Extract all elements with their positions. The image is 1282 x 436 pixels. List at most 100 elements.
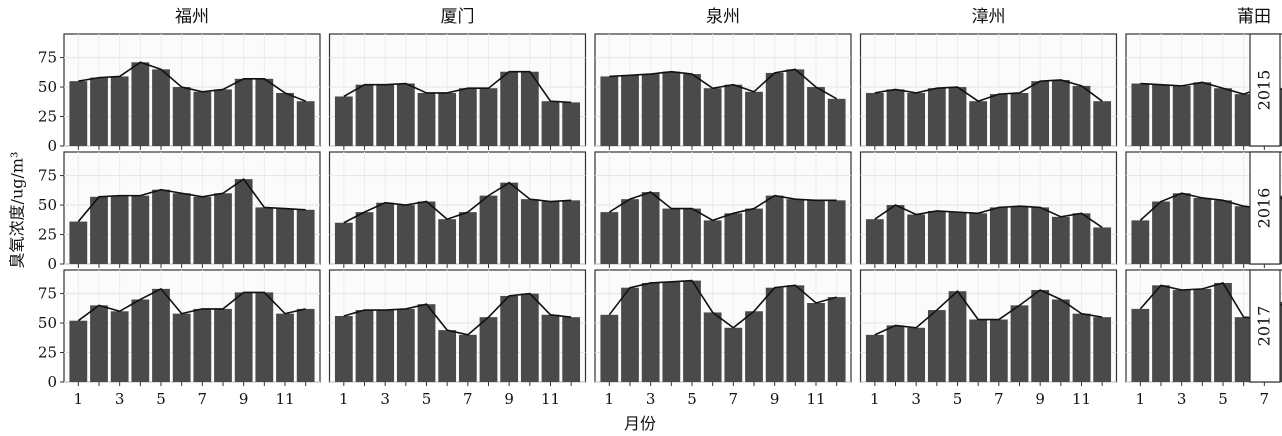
bar [683, 208, 701, 264]
bar [927, 88, 946, 146]
x-tick-label: 3 [380, 390, 390, 408]
bar [907, 92, 926, 146]
x-tick-label: 3 [646, 390, 656, 408]
bar [703, 312, 722, 382]
bar [969, 319, 988, 382]
bar [1072, 313, 1091, 382]
x-tick-label: 5 [687, 390, 697, 408]
bar [152, 189, 170, 264]
year-strip [1249, 33, 1281, 147]
bar [152, 288, 170, 382]
bar [562, 200, 581, 264]
y-tick-label: 0 [47, 255, 57, 273]
bar [479, 195, 498, 264]
bar [500, 295, 519, 382]
bar [541, 201, 560, 264]
bar [765, 287, 784, 382]
bar [131, 62, 150, 146]
bar [827, 98, 846, 146]
y-tick-label: 25 [38, 226, 57, 244]
series-line [78, 61, 306, 102]
x-tick-label: 9 [239, 390, 249, 408]
year-strip [1249, 151, 1281, 265]
bar [152, 69, 170, 146]
bar [1051, 216, 1070, 264]
year-label-2015: 2015 [1255, 70, 1274, 111]
panel-2015-4 [859, 33, 1118, 150]
series-line [343, 70, 572, 104]
bar [376, 84, 395, 146]
x-tick-label: 9 [770, 390, 780, 408]
year-label-2016: 2016 [1255, 188, 1274, 229]
bar [765, 195, 784, 264]
y-tick-label: 0 [47, 137, 57, 155]
x-tick-label: 7 [463, 390, 473, 408]
y-tick-label: 50 [38, 196, 57, 214]
panel-2017-2: 1 3 5 7 9 11 [328, 269, 587, 408]
bar [90, 77, 108, 146]
x-tick-label: 7 [198, 390, 208, 408]
series-line [608, 191, 837, 222]
bar [948, 291, 967, 382]
bar [807, 87, 825, 146]
bar [948, 87, 967, 146]
x-tick-label: 7 [729, 390, 739, 408]
bar [276, 92, 294, 146]
bar [745, 91, 763, 146]
bar [886, 89, 905, 146]
x-tick-label: 5 [422, 390, 432, 408]
bar [214, 308, 232, 382]
bar [827, 200, 846, 264]
bar [927, 210, 946, 264]
bar [1031, 207, 1050, 264]
bar [969, 213, 988, 264]
bar [600, 76, 619, 146]
bar [500, 182, 519, 264]
bar [479, 88, 498, 146]
x-tick-label: 9 [1035, 390, 1045, 408]
bar [255, 78, 274, 146]
bar [1214, 88, 1232, 146]
bar [296, 101, 315, 146]
series-line [608, 279, 837, 329]
bar [641, 282, 660, 382]
bar [865, 219, 884, 264]
bar [1131, 220, 1150, 264]
bar [724, 84, 743, 146]
series-line [874, 79, 1103, 103]
x-tick-label: 7 [1260, 390, 1270, 408]
bar [417, 201, 436, 264]
bar [69, 320, 88, 382]
x-tick-label: 3 [115, 390, 125, 408]
bar [131, 195, 150, 264]
panel-2016-1 [63, 151, 321, 268]
bar [1193, 288, 1212, 382]
city-label-2: 厦门 [441, 7, 475, 27]
bar [90, 305, 108, 382]
bar [1031, 290, 1050, 382]
bar [662, 71, 681, 146]
bar [131, 299, 150, 382]
bar [110, 311, 129, 382]
bar [724, 327, 743, 382]
bar [600, 314, 619, 382]
bar [641, 74, 660, 146]
bar [662, 281, 681, 382]
city-label-3: 泉州 [706, 7, 740, 27]
x-tick-label: 3 [911, 390, 921, 408]
bar [458, 334, 477, 382]
bar [276, 208, 294, 264]
bar [724, 213, 743, 264]
bar [417, 304, 436, 382]
bar [255, 207, 274, 264]
bar [1214, 200, 1232, 264]
y-tick-label: 25 [38, 108, 57, 126]
x-tick-label: 11 [541, 390, 560, 408]
bar [1010, 92, 1029, 146]
bar [334, 315, 353, 382]
bar [807, 303, 825, 382]
city-label-5: 莆田 [1237, 7, 1271, 27]
bar [334, 96, 353, 146]
bar [1010, 206, 1029, 264]
